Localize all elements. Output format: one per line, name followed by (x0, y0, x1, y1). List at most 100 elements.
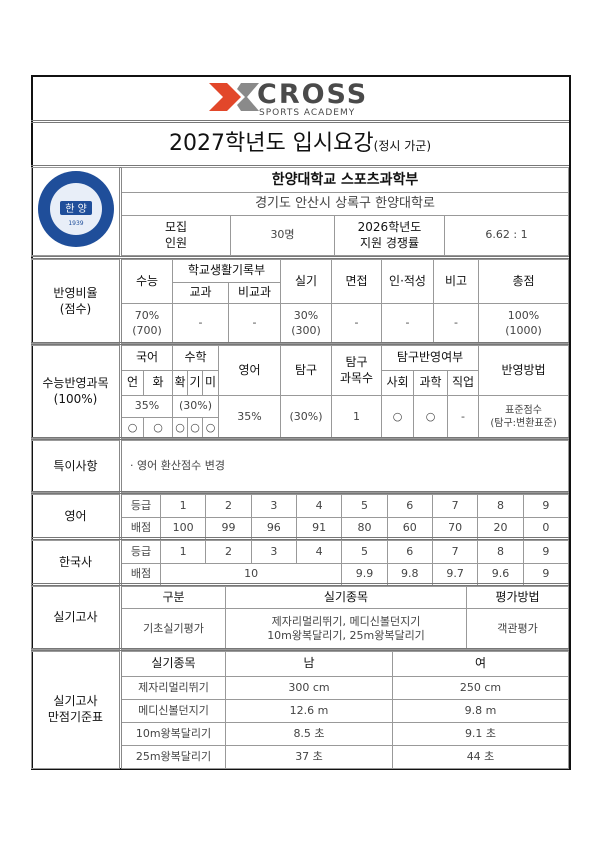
competition-label: 2026학년도 지원 경쟁률 (334, 215, 445, 256)
sub-k1: 언 (120, 370, 144, 396)
grade-cell: 5 (341, 494, 388, 518)
mark-m2: ○ (187, 417, 203, 439)
value-science: ○ (413, 395, 449, 439)
mark-k1: ○ (120, 417, 144, 439)
event-cell: 제자리멀리뛰기 (120, 675, 226, 700)
svg-text:한 양: 한 양 (65, 203, 87, 215)
value-english: 35% (218, 395, 282, 439)
mark-m3: ○ (201, 417, 220, 439)
university-name: 한양대학교 스포츠과학부 (120, 167, 569, 193)
table-row: 제자리멀리뛰기 300 cm 250 cm (32, 675, 569, 700)
practical-section: 실기고사 구분 실기종목 평가방법 기초실기평가 제자리멀리뛰기, 메디신볼던지… (31, 583, 569, 650)
practical-events: 제자리멀리뛰기, 메디신볼던지기 10m왕복달리기, 25m왕복달리기 (225, 608, 467, 650)
university-address: 경기도 안산시 상록구 한양대학로 (120, 192, 569, 216)
sub-science: 과학 (413, 370, 449, 396)
notes-item: · 영어 환산점수 변경 (120, 440, 569, 493)
male-cell: 300 cm (225, 675, 393, 700)
header-inquiry-type: 탐구반영여부 (381, 345, 480, 371)
grade-cell: 8 (477, 540, 524, 564)
logo-sub-text: SPORTS ACADEMY (259, 108, 355, 118)
grade-cell: 3 (250, 494, 297, 518)
value-count: 1 (331, 395, 383, 439)
value-method: 표준점수 (탐구:변환표준) (478, 395, 569, 439)
grade-cell: 7 (431, 494, 479, 518)
grade-cell: 7 (431, 540, 479, 564)
grade-cell: 2 (205, 494, 252, 518)
header-note: 비고 (433, 259, 479, 304)
mark-m1: ○ (172, 417, 188, 439)
value-suneung: 70% (700) (120, 303, 173, 344)
header-gyogwa: 교과 (172, 282, 229, 304)
header-record: 학교생활기록부 (172, 259, 281, 283)
header-female: 여 (392, 651, 569, 677)
practical-label: 실기고사 (31, 586, 122, 650)
value-interview: - (331, 303, 382, 344)
subjects-section: 수능반영과목 (100%) 국어 수학 영어 탐구 탐구 과목수 탐구반영여부 반영… (31, 342, 569, 439)
value-note: - (433, 303, 479, 344)
header-method: 반영방법 (478, 345, 569, 396)
grade-label: 등급 (120, 494, 161, 518)
header-event: 실기종목 (120, 651, 226, 677)
header-aptitude: 인·적성 (381, 259, 434, 304)
history-label: 한국사 (31, 540, 122, 586)
value-total: 100% (1000) (478, 303, 569, 344)
value-aptitude: - (381, 303, 434, 344)
male-cell: 12.6 m (225, 698, 393, 723)
perfect-label: 실기고사 만점기준표 (31, 651, 122, 769)
score-label: 배점 (120, 516, 161, 540)
table-row: 메디신볼던지기 12.6 m 9.8 m (32, 698, 569, 723)
grade-cell: 1 (159, 540, 207, 564)
cross-logo-mark: CROSS SPORTS ACADEMY (209, 79, 366, 118)
value-inquiry: (30%) (280, 395, 333, 439)
value-korean: 35% (120, 395, 173, 418)
value-gyogwa: - (172, 303, 229, 344)
event-cell: 25m왕복달리기 (120, 744, 226, 770)
header-total: 총점 (478, 259, 569, 304)
quota-value: 30명 (230, 215, 335, 256)
notes-label: 특이사항 (31, 440, 122, 493)
header-events: 실기종목 (225, 586, 467, 609)
header-inquiry: 탐구 (280, 345, 333, 396)
header-eval: 평가방법 (466, 586, 569, 609)
score-cell: 9.6 (477, 562, 524, 586)
table-row: 25m왕복달리기 37 초 44 초 (32, 744, 569, 770)
value-social: ○ (381, 395, 415, 439)
event-cell: 10m왕복달리기 (120, 721, 226, 746)
header-inquiry-count: 탐구 과목수 (331, 345, 383, 396)
header-english: 영어 (218, 345, 282, 396)
value-job: - (447, 395, 480, 439)
university-seal: 한 양 1939 (31, 167, 122, 256)
header-type: 구분 (120, 586, 226, 609)
value-math: (30%) (171, 395, 220, 418)
sub-k2: 화 (143, 370, 173, 396)
mark-k2: ○ (143, 417, 173, 439)
ratio-label: 반영비율 (점수) (31, 259, 122, 344)
practical-method: 객관평가 (466, 608, 569, 650)
grade-cell: 6 (386, 540, 433, 564)
female-cell: 9.1 초 (392, 721, 569, 746)
svg-text:1939: 1939 (68, 220, 83, 227)
perfect-score-section: 실기고사 만점기준표 실기종목 남 여 제자리멀리뛰기 300 cm 250 cm 메… (31, 648, 569, 770)
grade-cell: 3 (250, 540, 297, 564)
quota-label: 모집 인원 (120, 215, 231, 256)
table-row: 10m왕복달리기 8.5 초 9.1 초 (32, 721, 569, 746)
grade-cell: 2 (205, 540, 252, 564)
english-label: 영어 (31, 494, 122, 540)
header-silgi: 실기 (280, 259, 332, 304)
grade-cell: 9 (522, 494, 570, 518)
practical-type: 기초실기평가 (120, 608, 226, 650)
header-korean: 국어 (120, 345, 173, 371)
sub-m3: 미 (201, 370, 220, 396)
female-cell: 44 초 (392, 744, 569, 770)
cross-logo: CROSS SPORTS ACADEMY (31, 75, 569, 123)
value-silgi: 30% (300) (280, 303, 332, 344)
title-sub: (정시 가군) (373, 139, 431, 153)
title-main: 2027학년도 입시요강 (168, 131, 374, 156)
grade-cell: 5 (341, 540, 388, 564)
sub-job: 직업 (447, 370, 480, 396)
sub-social: 사회 (381, 370, 415, 396)
value-bigyogwa: - (228, 303, 281, 344)
notes-section: 특이사항 · 영어 환산점수 변경 (31, 437, 569, 493)
